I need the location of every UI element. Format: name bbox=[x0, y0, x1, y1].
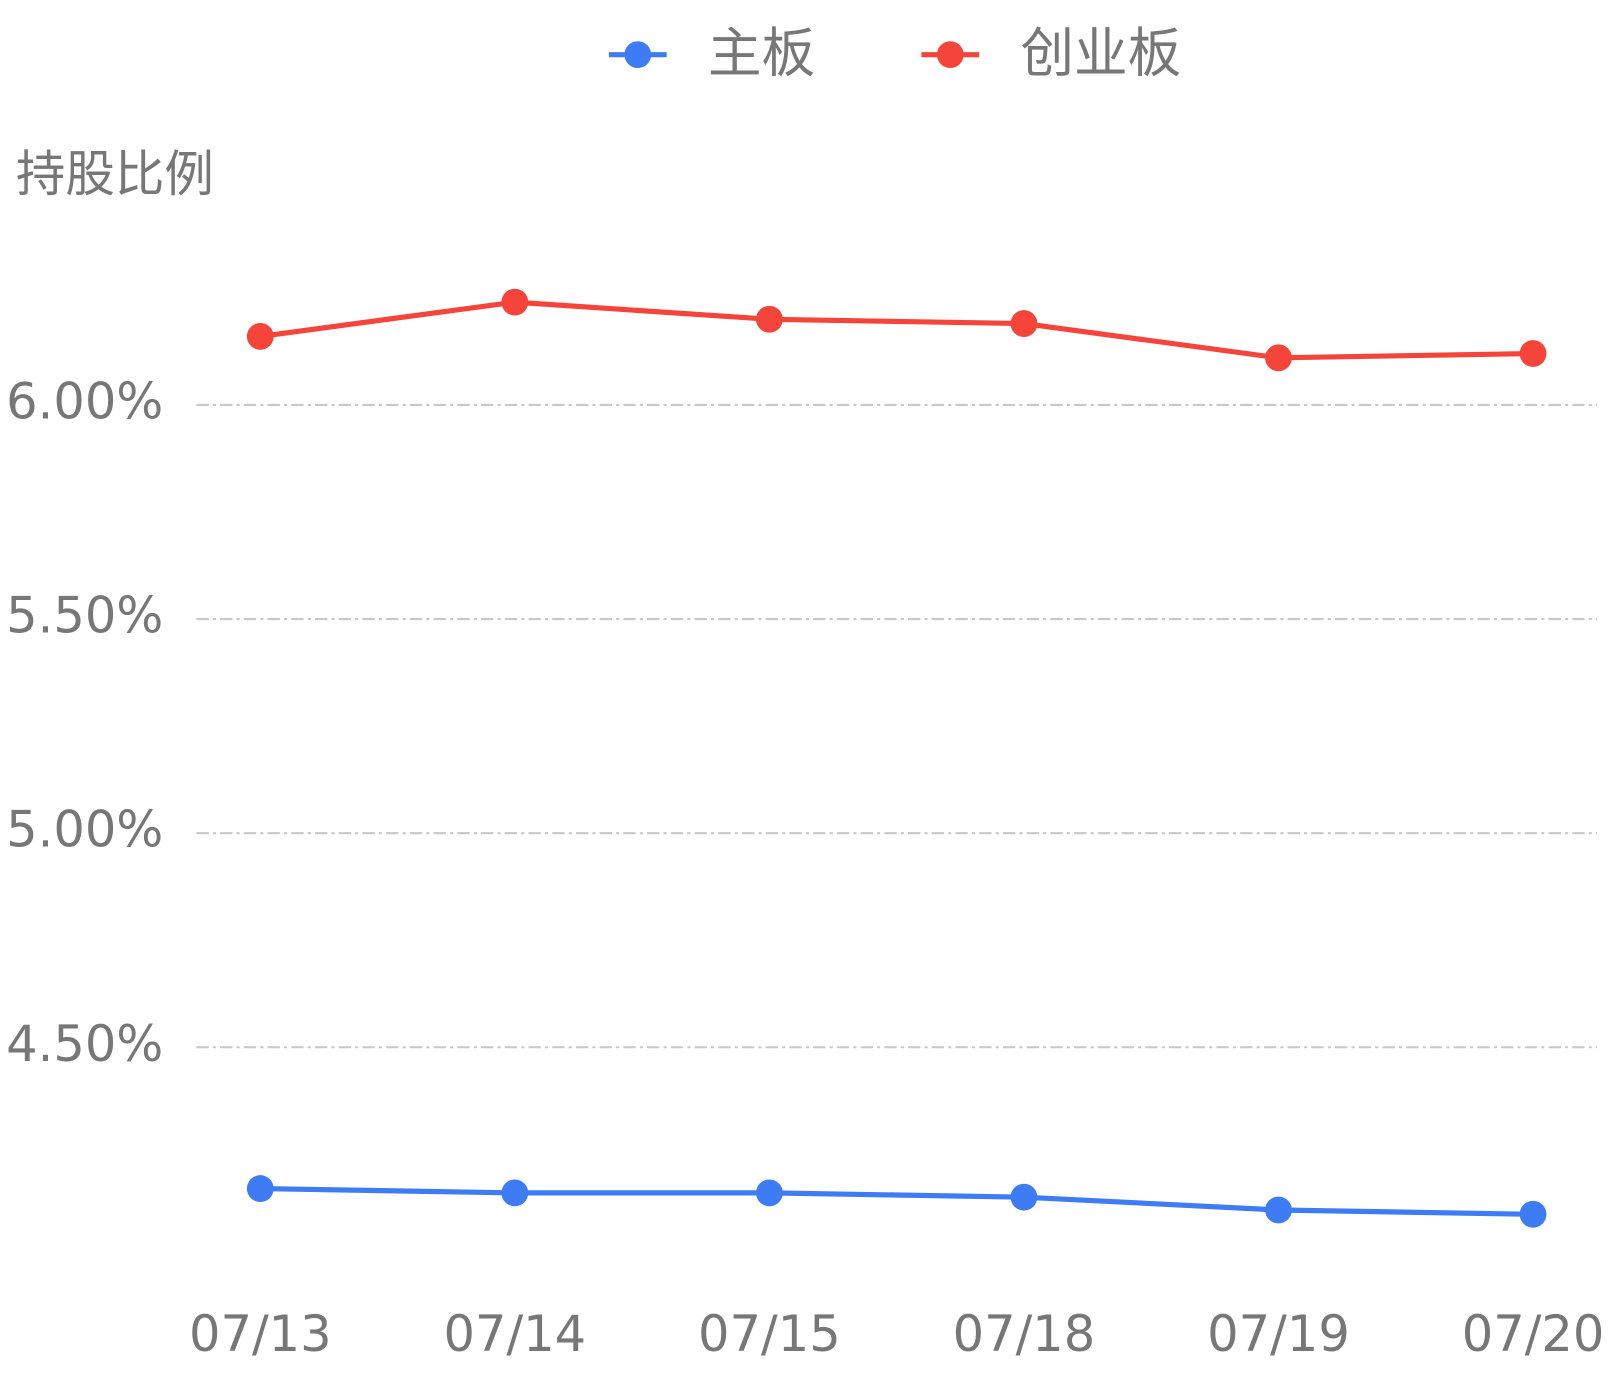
series-line bbox=[260, 1186, 1534, 1217]
x-tick-label: 07/13 bbox=[189, 1305, 332, 1363]
data-point bbox=[755, 305, 783, 333]
x-tick-label: 07/20 bbox=[1462, 1305, 1605, 1363]
y-tick-label: 6.00% bbox=[6, 372, 163, 430]
data-point bbox=[246, 322, 274, 350]
data-point bbox=[246, 1175, 274, 1202]
y-axis-label: 持股比例 bbox=[16, 145, 214, 203]
data-point bbox=[755, 1179, 783, 1207]
y-tick-label: 5.00% bbox=[6, 801, 163, 859]
data-point bbox=[1010, 310, 1038, 337]
y-tick-label: 5.50% bbox=[6, 587, 163, 645]
data-point bbox=[501, 1179, 529, 1207]
data-point bbox=[1265, 344, 1292, 372]
data-point bbox=[1265, 1196, 1292, 1224]
x-tick-label: 07/15 bbox=[698, 1305, 841, 1363]
y-tick-label: 4.50% bbox=[6, 1015, 163, 1073]
legend-marker bbox=[936, 41, 964, 69]
legend-marker bbox=[624, 41, 652, 69]
x-tick-label: 07/14 bbox=[444, 1305, 587, 1363]
series-line bbox=[259, 299, 1534, 361]
data-point bbox=[1010, 1183, 1038, 1211]
legend-label: 创业板 bbox=[1020, 21, 1181, 84]
data-point bbox=[1519, 1200, 1547, 1228]
data-point bbox=[501, 288, 529, 316]
x-tick-label: 07/18 bbox=[953, 1305, 1096, 1363]
data-point bbox=[1519, 340, 1547, 367]
legend-label: 主板 bbox=[708, 21, 815, 84]
x-tick-label: 07/19 bbox=[1207, 1305, 1350, 1363]
